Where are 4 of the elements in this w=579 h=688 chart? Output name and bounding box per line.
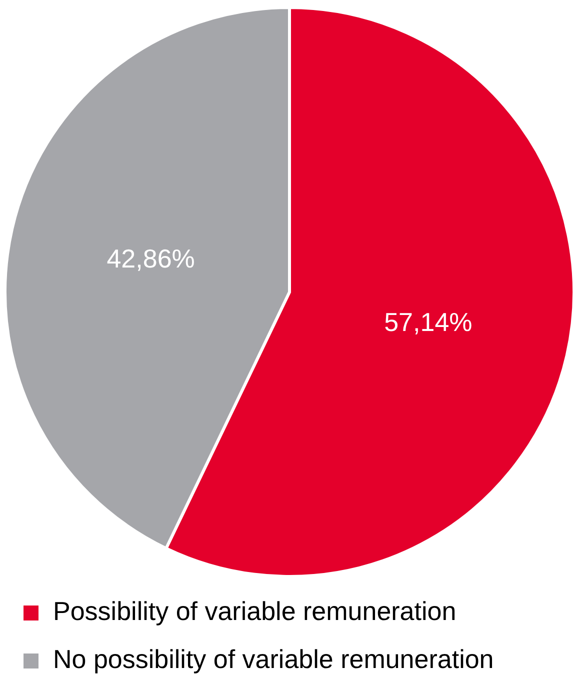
legend-label: Possibility of variable remuneration: [53, 596, 456, 626]
data-label: 42,86%: [106, 244, 195, 274]
data-label: 57,14%: [384, 306, 472, 337]
legend-label: No possibility of variable remuneration: [53, 644, 494, 674]
